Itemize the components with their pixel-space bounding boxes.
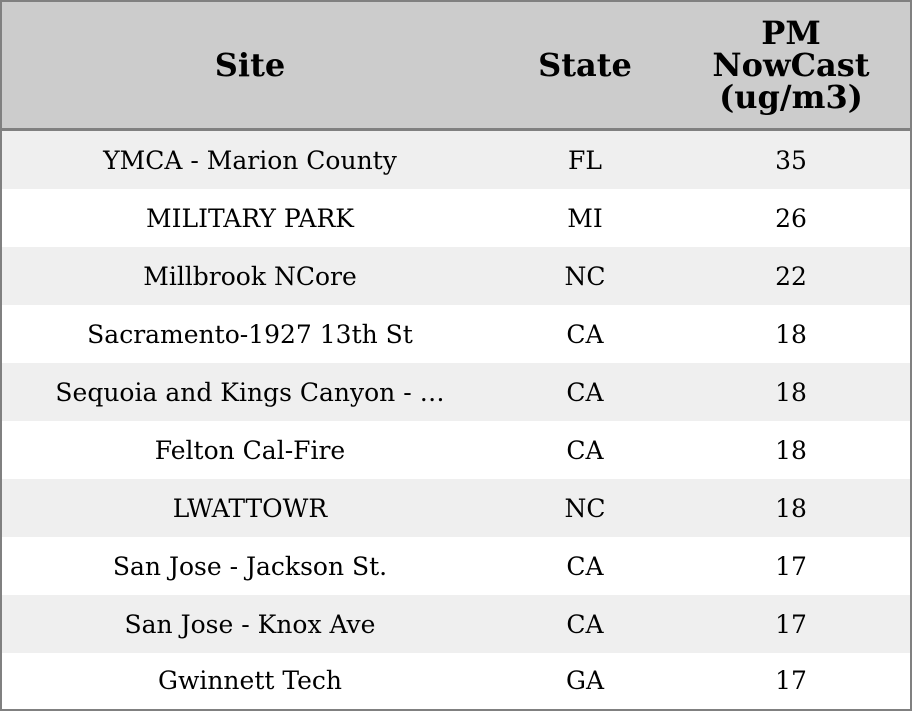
table-row: Felton Cal-Fire CA 18 bbox=[2, 421, 910, 479]
cell-state: NC bbox=[498, 479, 672, 537]
cell-pm: 17 bbox=[672, 537, 910, 595]
cell-state: CA bbox=[498, 363, 672, 421]
cell-state: CA bbox=[498, 305, 672, 363]
header-site: Site bbox=[2, 2, 498, 131]
cell-state: MI bbox=[498, 189, 672, 247]
cell-pm: 18 bbox=[672, 305, 910, 363]
table-row: San Jose - Jackson St. CA 17 bbox=[2, 537, 910, 595]
table-row: LWATTOWR NC 18 bbox=[2, 479, 910, 537]
cell-state: CA bbox=[498, 421, 672, 479]
cell-site: Sequoia and Kings Canyon - … bbox=[2, 363, 498, 421]
table-row: Gwinnett Tech GA 17 bbox=[2, 653, 910, 708]
cell-site: Millbrook NCore bbox=[2, 247, 498, 305]
cell-state: CA bbox=[498, 595, 672, 653]
table-row: MILITARY PARK MI 26 bbox=[2, 189, 910, 247]
header-pm-label: PM NowCast (ug/m3) bbox=[712, 14, 870, 116]
header-row: Site State PM NowCast (ug/m3) bbox=[2, 2, 910, 131]
table-row: Sequoia and Kings Canyon - … CA 18 bbox=[2, 363, 910, 421]
header-state: State bbox=[498, 2, 672, 131]
cell-pm: 17 bbox=[672, 653, 910, 708]
cell-state: NC bbox=[498, 247, 672, 305]
table-row: Millbrook NCore NC 22 bbox=[2, 247, 910, 305]
cell-pm: 18 bbox=[672, 479, 910, 537]
cell-pm: 18 bbox=[672, 421, 910, 479]
cell-site: MILITARY PARK bbox=[2, 189, 498, 247]
cell-site: Sacramento-1927 13th St bbox=[2, 305, 498, 363]
header-pm: PM NowCast (ug/m3) bbox=[672, 2, 910, 131]
cell-site: San Jose - Knox Ave bbox=[2, 595, 498, 653]
table-row: Sacramento-1927 13th St CA 18 bbox=[2, 305, 910, 363]
cell-site: San Jose - Jackson St. bbox=[2, 537, 498, 595]
cell-state: CA bbox=[498, 537, 672, 595]
cell-state: GA bbox=[498, 653, 672, 708]
cell-pm: 35 bbox=[672, 129, 910, 189]
table-row: YMCA - Marion County FL 35 bbox=[2, 129, 910, 189]
cell-site: Felton Cal-Fire bbox=[2, 421, 498, 479]
cell-pm: 22 bbox=[672, 247, 910, 305]
cell-site: YMCA - Marion County bbox=[2, 129, 498, 189]
cell-pm: 17 bbox=[672, 595, 910, 653]
cell-site: LWATTOWR bbox=[2, 479, 498, 537]
cell-site: Gwinnett Tech bbox=[2, 653, 498, 708]
table-row: San Jose - Knox Ave CA 17 bbox=[2, 595, 910, 653]
table-body: YMCA - Marion County FL 35 MILITARY PARK MI 2… bbox=[2, 129, 910, 708]
cell-pm: 26 bbox=[672, 189, 910, 247]
cell-pm: 18 bbox=[672, 363, 910, 421]
cell-state: FL bbox=[498, 129, 672, 189]
